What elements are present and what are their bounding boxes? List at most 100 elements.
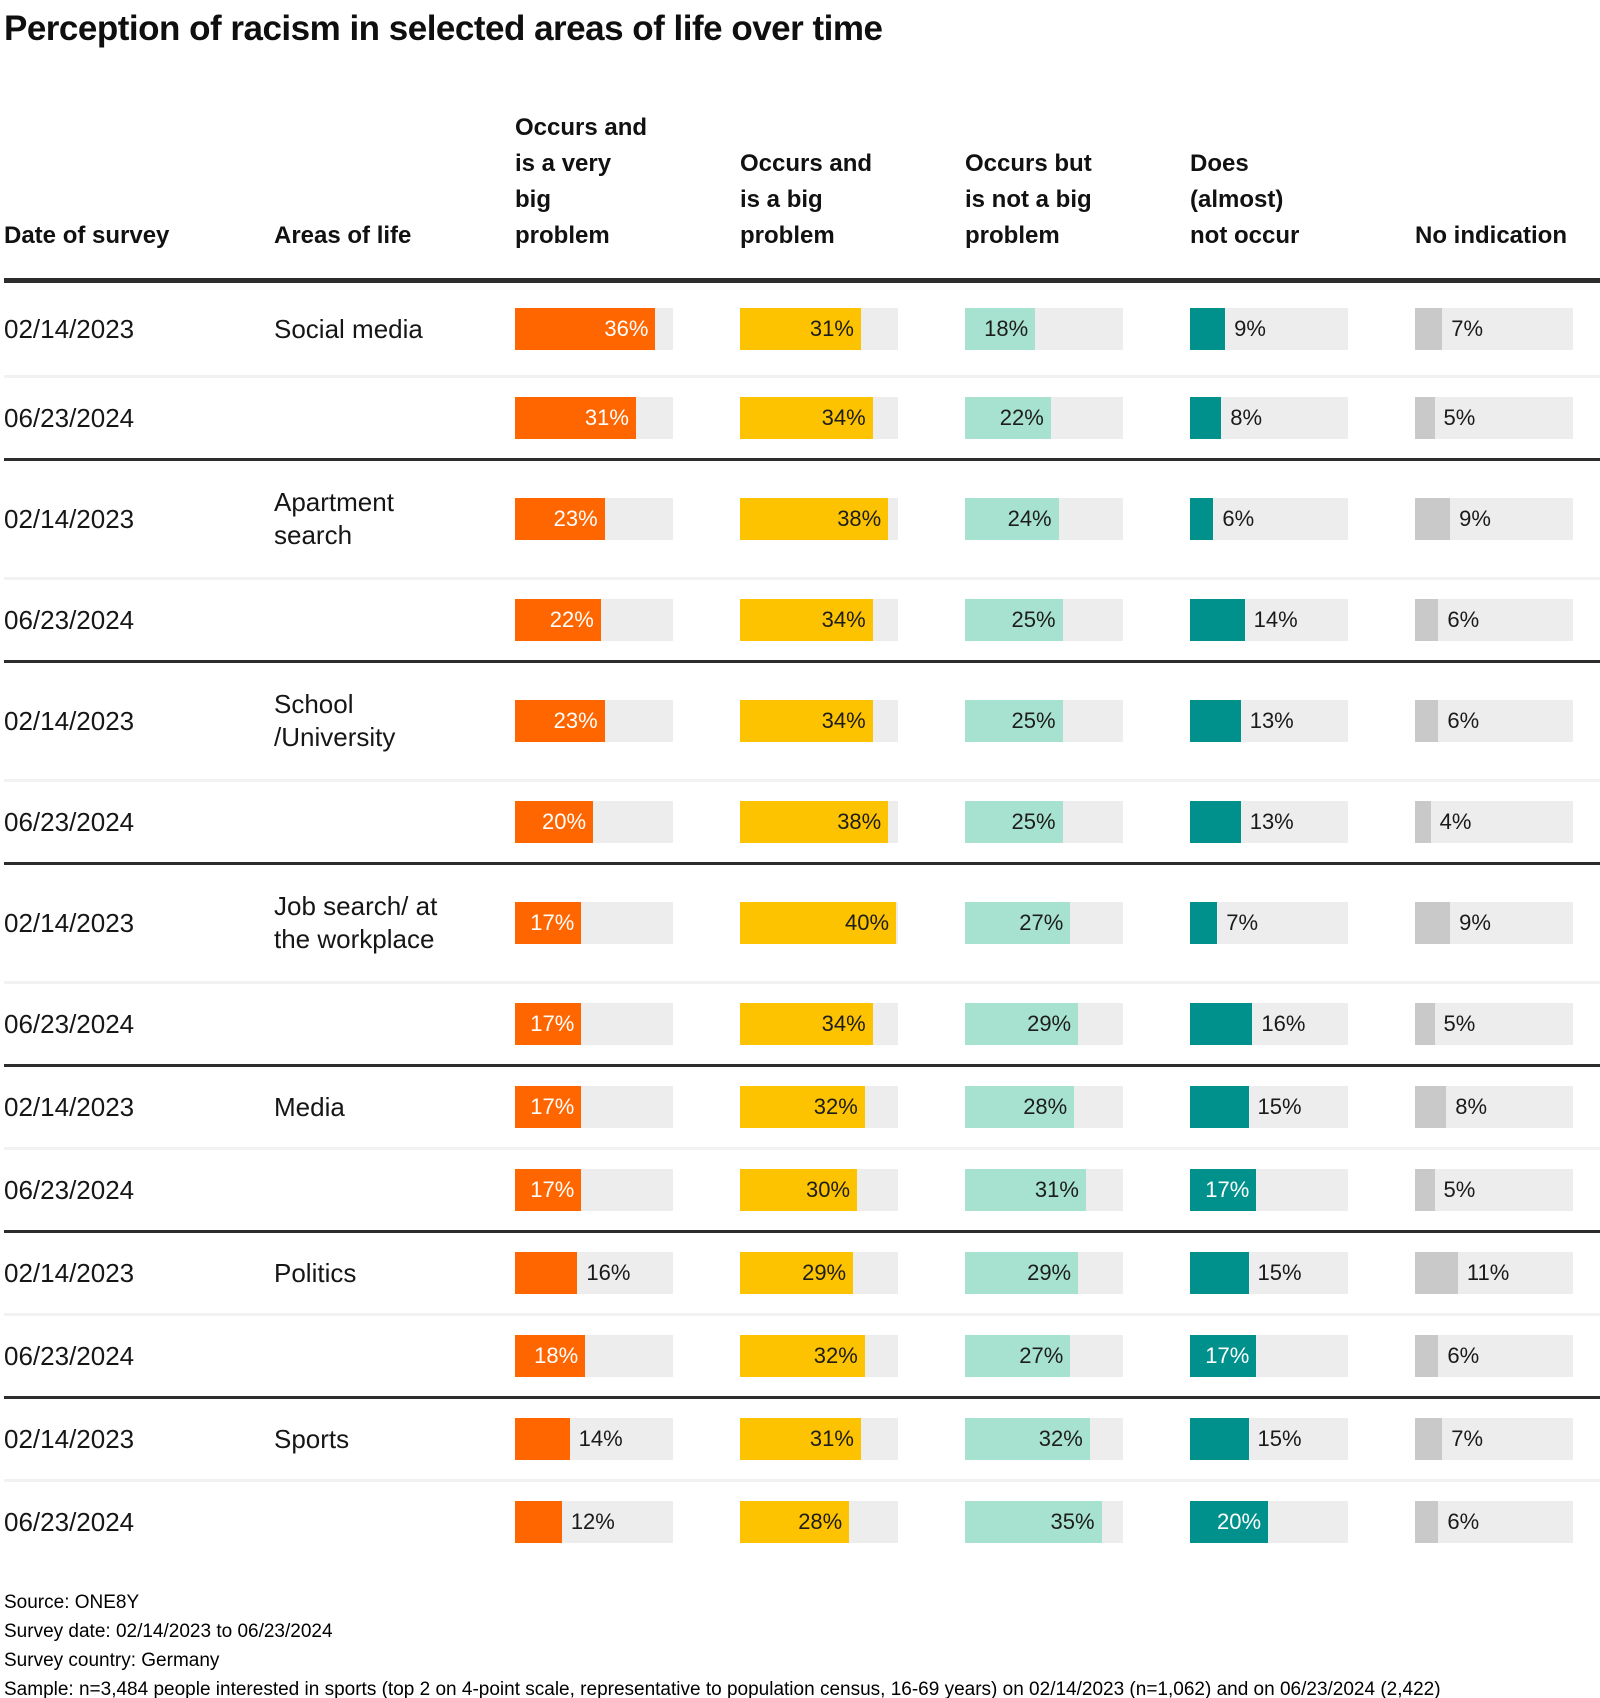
bar-value-label: 15% (1257, 1094, 1302, 1119)
row-date: 06/23/2024 (4, 1340, 135, 1371)
bar-segment (1190, 1003, 1253, 1045)
bar-cell-not-occur: 13% (1190, 700, 1415, 742)
bar-segment: 30% (740, 1169, 858, 1211)
bar-segment (1190, 308, 1226, 350)
bar-value-label: 28% (1023, 1094, 1068, 1119)
bar-track: 22% (515, 599, 673, 641)
bar-track: 25% (965, 700, 1123, 742)
bar-segment: 38% (740, 801, 889, 843)
bar-track: 27% (965, 902, 1123, 944)
bar-cell-big-problem: 34% (740, 397, 965, 439)
bar-segment: 28% (965, 1086, 1075, 1128)
footnote-survey-date: Survey date: 02/14/2023 to 06/23/2024 (4, 1621, 333, 1642)
bar-segment (1190, 801, 1241, 843)
bar-track: 32% (965, 1418, 1123, 1460)
bar-value-label: 7% (1451, 316, 1484, 341)
bar-segment (1415, 1335, 1439, 1377)
table-row: 06/23/2024 17% 34% 29% 16% (4, 981, 1600, 1064)
bar-value-label: 17% (530, 1011, 575, 1036)
bar-track: 17% (515, 902, 673, 944)
bar-segment: 36% (515, 308, 656, 350)
bar-value-label: 25% (1011, 809, 1056, 834)
bar-value-label: 7% (1226, 910, 1259, 935)
table-row: 06/23/2024 31% 34% 22% 8% (4, 375, 1600, 458)
bar-track: 31% (965, 1169, 1123, 1211)
row-date: 02/14/2023 (4, 705, 135, 736)
bar-cell-not-occur: 15% (1190, 1252, 1415, 1294)
bar-segment: 22% (515, 599, 601, 641)
bar-segment: 25% (965, 700, 1063, 742)
bar-cell-big-problem: 29% (740, 1252, 965, 1294)
bar-segment (1415, 1252, 1458, 1294)
bar-cell-very-big-problem: 17% (515, 1086, 740, 1128)
bar-value-label: 34% (821, 607, 866, 632)
bar-value-label: 27% (1019, 1343, 1064, 1368)
bar-track: 32% (740, 1335, 898, 1377)
bar-segment: 34% (740, 700, 873, 742)
bar-segment: 18% (965, 308, 1036, 350)
bar-value-label: 40% (845, 910, 890, 935)
bar-value-label: 29% (1027, 1260, 1072, 1285)
bar-value-label: 28% (798, 1509, 843, 1534)
bar-value-label: 38% (837, 809, 882, 834)
bar-track: 4% (1415, 801, 1573, 843)
bar-track: 25% (965, 801, 1123, 843)
bar-value-label: 31% (1034, 1177, 1079, 1202)
bar-value-label: 6% (1222, 506, 1255, 531)
bar-track: 9% (1190, 308, 1348, 350)
bar-track: 9% (1415, 902, 1573, 944)
bar-segment: 17% (515, 1003, 582, 1045)
bar-value-label: 9% (1234, 316, 1266, 341)
bar-track: 35% (965, 1501, 1123, 1543)
bar-cell-no-indication: 9% (1415, 902, 1600, 944)
row-area: Politics (274, 1257, 357, 1288)
bar-cell-big-problem: 30% (740, 1169, 965, 1211)
bar-value-label: 17% (530, 910, 575, 935)
bar-cell-very-big-problem: 31% (515, 397, 740, 439)
bar-segment: 25% (965, 599, 1063, 641)
bar-track: 17% (515, 1169, 673, 1211)
bar-value-label: 17% (530, 1177, 575, 1202)
bar-segment: 34% (740, 397, 873, 439)
bar-segment (515, 1501, 562, 1543)
bar-cell-no-indication: 4% (1415, 801, 1600, 843)
bar-segment: 28% (740, 1501, 850, 1543)
bar-cell-not-big-problem: 25% (965, 599, 1190, 641)
bar-segment: 32% (740, 1335, 865, 1377)
row-area: School /University (274, 689, 396, 752)
bar-track: 8% (1415, 1086, 1573, 1128)
row-area: Job search/ at the workplace (274, 891, 438, 954)
bar-track: 23% (515, 498, 673, 540)
bar-value-label: 32% (1038, 1426, 1083, 1451)
bar-track: 5% (1415, 1169, 1573, 1211)
bar-value-label: 31% (584, 405, 629, 430)
bar-cell-no-indication: 9% (1415, 498, 1600, 540)
bar-cell-not-occur: 15% (1190, 1086, 1415, 1128)
bar-track: 34% (740, 397, 898, 439)
footnote-survey-country: Survey country: Germany (4, 1650, 220, 1671)
bar-cell-very-big-problem: 23% (515, 700, 740, 742)
bar-cell-not-occur: 17% (1190, 1169, 1415, 1211)
bar-value-label: 27% (1019, 910, 1064, 935)
bar-track: 28% (740, 1501, 898, 1543)
bar-value-label: 14% (578, 1426, 623, 1451)
bar-value-label: 18% (534, 1343, 579, 1368)
bar-segment: 23% (515, 498, 605, 540)
bar-segment (515, 1418, 570, 1460)
bar-segment (515, 1252, 578, 1294)
bar-segment (1190, 1086, 1249, 1128)
bar-track: 38% (740, 801, 898, 843)
bar-cell-big-problem: 38% (740, 498, 965, 540)
bar-cell-not-occur: 6% (1190, 498, 1415, 540)
bar-value-label: 31% (809, 316, 854, 341)
bar-value-label: 34% (821, 1011, 866, 1036)
bar-track: 6% (1190, 498, 1348, 540)
bar-track: 30% (740, 1169, 898, 1211)
bar-value-label: 32% (813, 1094, 858, 1119)
bar-value-label: 30% (805, 1177, 851, 1202)
bar-cell-big-problem: 34% (740, 700, 965, 742)
bar-segment: 17% (515, 1086, 582, 1128)
bar-track: 31% (515, 397, 673, 439)
table-row: 02/14/2023 School /University 23% 34% 25… (4, 660, 1600, 779)
row-area: Sports (274, 1423, 350, 1454)
